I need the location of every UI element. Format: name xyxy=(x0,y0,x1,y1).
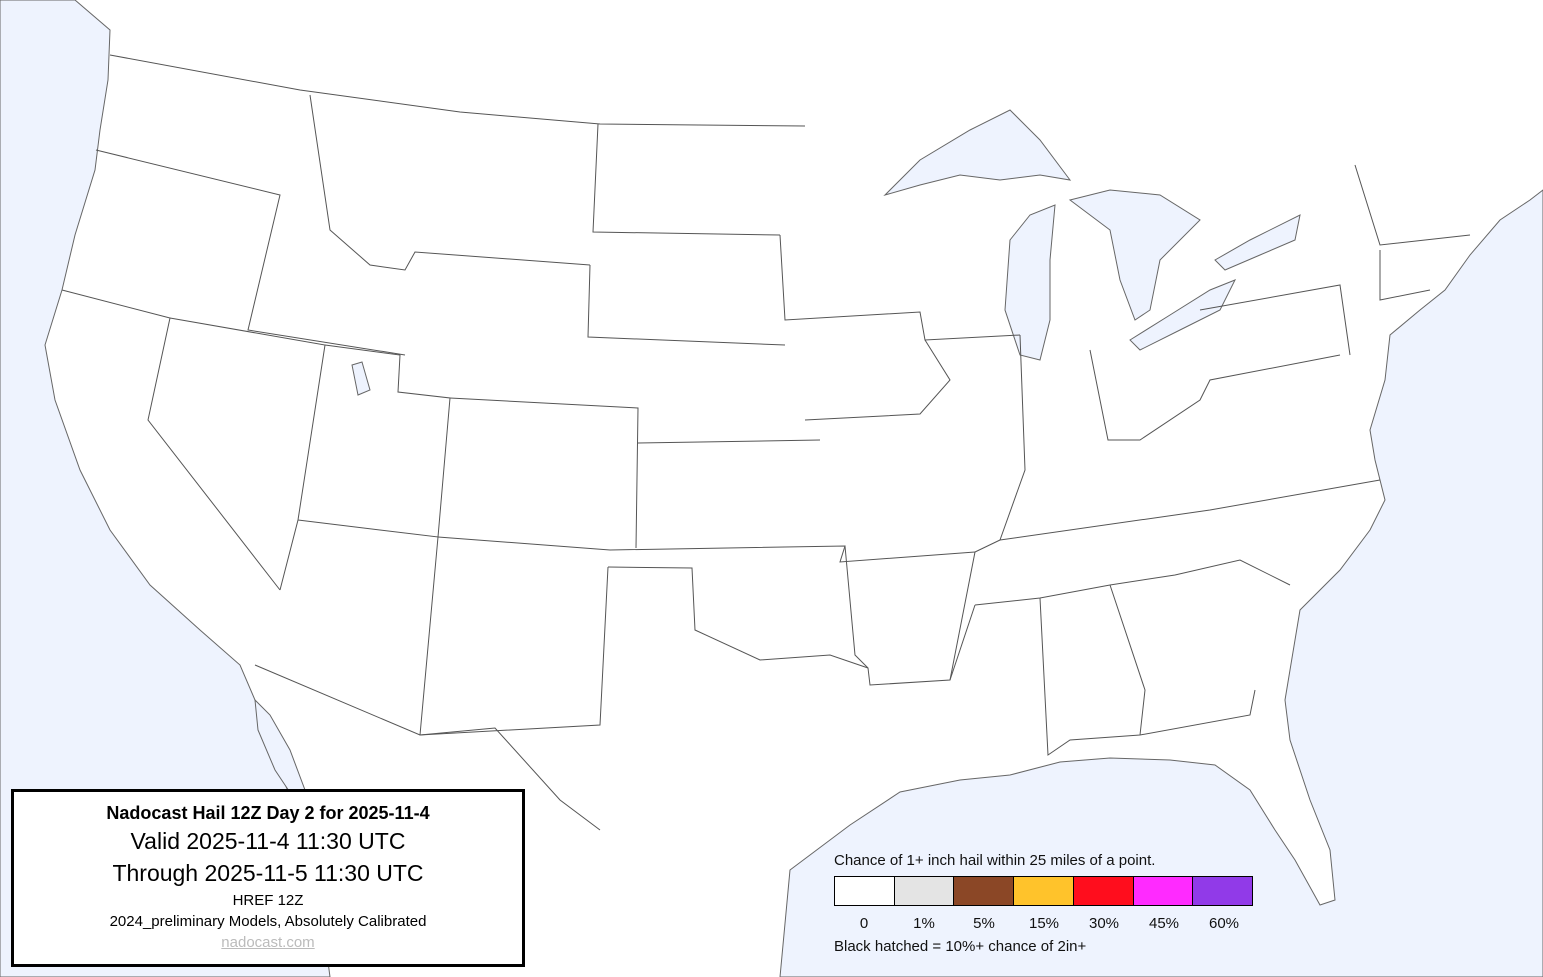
gulf-atlantic-water xyxy=(779,189,1543,977)
lake-ontario xyxy=(1214,214,1301,271)
through-time: Through 2025-11-5 11:30 UTC xyxy=(112,860,424,886)
state-borders xyxy=(61,54,1471,831)
legend-swatch xyxy=(894,877,955,905)
legend-swatch xyxy=(954,877,1015,905)
lake-michigan xyxy=(1004,204,1056,361)
forecast-title: Nadocast Hail 12Z Day 2 for 2025-11-4 xyxy=(106,803,430,823)
lake-huron xyxy=(1068,189,1201,321)
legend-swatch xyxy=(1014,877,1074,905)
legend-tick-label: 0 xyxy=(859,915,869,932)
legend-tick-label: 45% xyxy=(1148,915,1180,932)
legend-swatch xyxy=(1073,877,1134,905)
nadocast-link[interactable]: nadocast.com xyxy=(221,934,315,951)
forecast-info-box: Nadocast Hail 12Z Day 2 for 2025-11-4 Va… xyxy=(11,789,525,967)
legend-tick-label: 15% xyxy=(1028,915,1060,932)
great-salt-lake xyxy=(351,361,371,396)
legend-tick-label: 30% xyxy=(1088,915,1120,932)
valid-time: Valid 2025-11-4 11:30 UTC xyxy=(130,828,406,854)
model-name: HREF 12Z xyxy=(232,892,304,909)
legend-color-bar xyxy=(834,876,1253,906)
legend-swatch xyxy=(1133,877,1194,905)
legend-tick-label: 1% xyxy=(913,915,935,932)
legend-tick-labels: 0 1% 5% 15% 30% 45% 60% xyxy=(834,915,1254,932)
lake-erie xyxy=(1129,279,1237,351)
calibration-note: 2024_preliminary Models, Absolutely Cali… xyxy=(109,913,427,930)
legend-tick-label: 60% xyxy=(1208,915,1240,932)
lake-superior xyxy=(883,109,1072,197)
legend-swatch xyxy=(1193,877,1253,905)
legend-hatch-note: Black hatched = 10%+ chance of 2in+ xyxy=(834,938,1087,955)
legend-title: Chance of 1+ inch hail within 25 miles o… xyxy=(834,852,1156,869)
probability-legend: Chance of 1+ inch hail within 25 miles o… xyxy=(834,852,1264,955)
legend-swatch xyxy=(835,877,895,905)
legend-tick-label: 5% xyxy=(973,915,995,932)
